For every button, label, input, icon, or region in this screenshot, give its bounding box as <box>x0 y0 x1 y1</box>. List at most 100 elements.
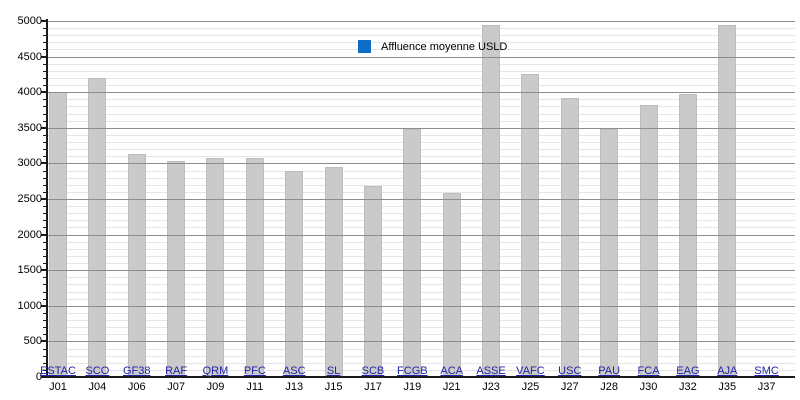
x-axis-club-link-scb[interactable]: SCB <box>361 365 385 377</box>
y-axis-label: 4500 <box>17 50 42 63</box>
y-axis-tick <box>43 263 46 265</box>
y-axis-tick <box>43 106 46 108</box>
y-axis-tick <box>43 77 46 79</box>
y-axis-tick <box>43 149 46 151</box>
x-axis-club-link-smc[interactable]: SMC <box>754 365 779 377</box>
y-axis-label: 0 <box>35 371 42 383</box>
gridline-minor <box>48 312 795 314</box>
x-axis-matchday-label: J25 <box>521 381 540 393</box>
gridline-minor <box>48 369 795 371</box>
y-axis-tick <box>43 334 46 336</box>
gridline-minor <box>48 63 795 65</box>
x-axis-matchday-label: J04 <box>88 381 107 393</box>
y-axis-tick <box>43 134 46 136</box>
x-axis-matchday-label: J35 <box>718 381 737 393</box>
x-axis-club-link-pau[interactable]: PAU <box>598 365 621 377</box>
x-axis-club-link-asse[interactable]: ASSE <box>476 365 506 377</box>
x-axis-club-link-eag[interactable]: EAG <box>676 365 700 377</box>
x-axis-club-link-usc[interactable]: USC <box>558 365 582 377</box>
gridline-minor <box>48 298 795 300</box>
x-axis-club-link-aca[interactable]: ACA <box>440 365 463 377</box>
gridline-minor <box>48 142 795 144</box>
y-axis-tick <box>43 284 46 286</box>
gridline-minor <box>48 206 795 208</box>
legend: Affluence moyenne USLD <box>358 40 507 53</box>
x-axis-matchday-label: J11 <box>246 381 264 393</box>
y-axis-tick <box>41 304 46 307</box>
x-axis-matchday-label: J06 <box>127 381 146 393</box>
gridline-minor <box>48 99 795 101</box>
gridline-minor <box>48 85 795 87</box>
gridline-minor <box>48 156 795 158</box>
bar-pau <box>600 128 619 377</box>
x-axis-matchday-label: J13 <box>285 381 304 393</box>
y-axis-tick <box>43 63 46 65</box>
gridline-minor <box>48 220 795 222</box>
gridline-minor <box>48 227 795 229</box>
gridline-minor <box>48 35 795 37</box>
y-axis-tick <box>41 269 46 272</box>
y-axis-tick <box>43 142 46 144</box>
x-axis-club-link-fca[interactable]: FCA <box>637 365 660 377</box>
y-axis-tick <box>41 233 46 236</box>
x-axis-club-link-raf[interactable]: RAF <box>165 365 188 377</box>
bar-usc <box>560 97 579 377</box>
y-axis-tick <box>43 156 46 158</box>
x-axis-matchday-label: J30 <box>639 381 658 393</box>
gridline-minor <box>48 177 795 179</box>
gridline-minor <box>48 184 795 186</box>
gridline-minor <box>48 134 795 136</box>
x-axis-club-link-sl[interactable]: SL <box>326 365 341 377</box>
gridline-minor <box>48 213 795 215</box>
y-axis-label: 2000 <box>17 228 42 241</box>
x-axis-club-link-vafc[interactable]: VAFC <box>516 365 545 377</box>
x-axis-club-link-fcgb[interactable]: FCGB <box>397 365 428 377</box>
y-axis-tick <box>43 170 46 172</box>
x-axis-matchday-label: J27 <box>560 381 579 393</box>
gridline-minor <box>48 113 795 115</box>
x-axis-club-link-gf38[interactable]: GF38 <box>122 365 151 377</box>
bar-qrm <box>206 158 225 377</box>
x-axis-club-link-qrm[interactable]: QRM <box>202 365 229 377</box>
gridline-minor <box>48 49 795 51</box>
y-axis-tick <box>43 213 46 215</box>
gridline-minor <box>48 241 795 243</box>
y-axis-tick <box>43 291 46 293</box>
x-axis-club-link-sco[interactable]: SCO <box>85 365 110 377</box>
x-axis-club-link-pfc[interactable]: PFC <box>243 365 266 377</box>
y-axis-label: 4000 <box>17 86 42 99</box>
x-axis-club-link-estac[interactable]: ESTAC <box>40 365 76 377</box>
bar-asc <box>285 170 304 377</box>
y-axis-tick <box>43 277 46 279</box>
gridline-minor <box>48 291 795 293</box>
bar-fca <box>639 105 658 377</box>
y-axis-tick <box>43 220 46 222</box>
x-axis-matchday-label: J09 <box>206 381 225 393</box>
gridline-major <box>48 199 795 200</box>
gridline-major <box>48 56 795 58</box>
x-axis-matchday-label: J23 <box>482 381 500 393</box>
gridline-major <box>48 21 795 22</box>
y-axis-tick <box>41 91 46 94</box>
y-axis-tick <box>43 184 46 186</box>
y-axis-tick <box>43 369 46 371</box>
y-axis-label: 1500 <box>17 264 42 277</box>
y-axis-line <box>46 19 48 378</box>
x-axis-club-link-asc[interactable]: ASC <box>282 365 306 377</box>
y-axis-tick <box>43 227 46 229</box>
bar-asse <box>482 24 501 377</box>
gridline-minor <box>48 149 795 151</box>
y-axis-tick <box>43 241 46 243</box>
y-axis-tick <box>43 99 46 101</box>
gridline-major <box>48 92 795 94</box>
bar-aca <box>442 192 461 377</box>
y-axis-tick <box>41 340 46 343</box>
gridline-major <box>48 163 795 165</box>
y-axis-label: 1000 <box>17 299 42 312</box>
bar-vafc <box>521 74 540 377</box>
x-axis-club-link-aja[interactable]: AJA <box>717 365 738 377</box>
y-axis-tick <box>43 28 46 30</box>
y-axis-tick <box>43 113 46 115</box>
gridline-minor <box>48 42 795 44</box>
bar-sco <box>88 77 107 377</box>
